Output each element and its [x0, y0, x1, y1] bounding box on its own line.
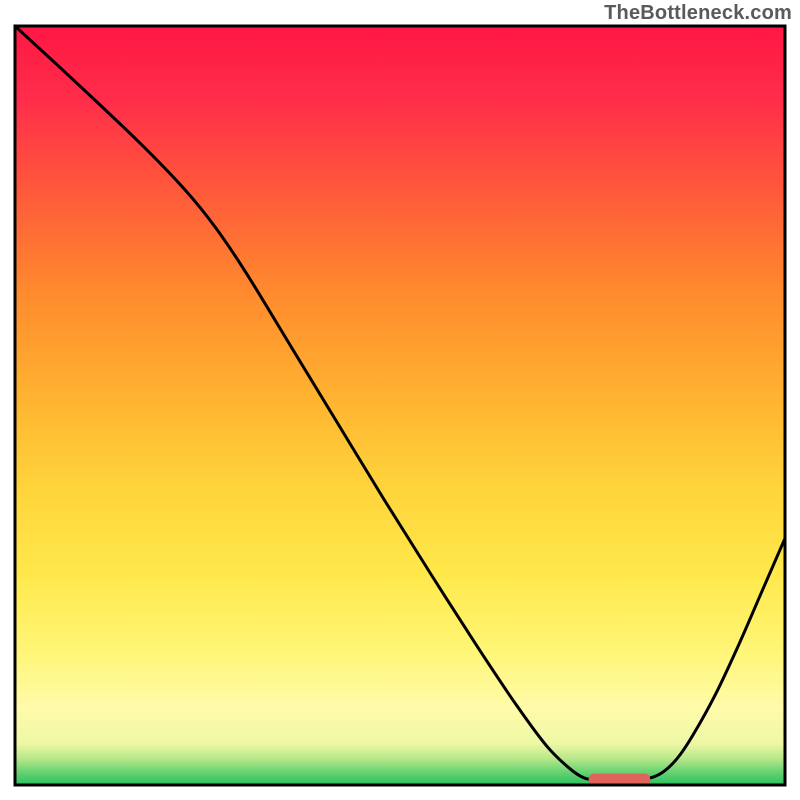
watermark-text: TheBottleneck.com [604, 2, 792, 25]
bottleneck-chart [0, 0, 800, 800]
gradient-background [15, 26, 785, 785]
